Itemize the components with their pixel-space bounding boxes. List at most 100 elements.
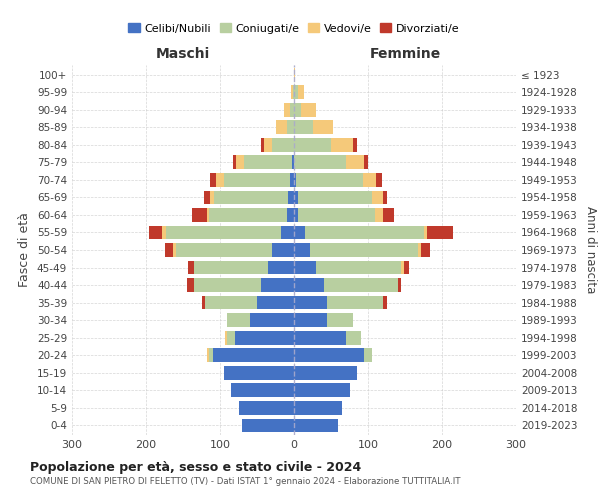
Bar — [383, 296, 386, 310]
Bar — [233, 156, 236, 169]
Bar — [244, 156, 292, 169]
Bar — [310, 243, 418, 257]
Bar — [294, 173, 296, 186]
Bar — [424, 226, 427, 239]
Bar — [294, 156, 346, 169]
Bar — [294, 243, 310, 257]
Bar — [284, 103, 290, 117]
Bar — [346, 156, 364, 169]
Bar — [235, 331, 294, 344]
Y-axis label: Fasce di età: Fasce di età — [19, 212, 31, 288]
Bar — [281, 226, 294, 239]
Bar — [305, 226, 424, 239]
Bar — [331, 138, 353, 151]
Bar — [364, 348, 372, 362]
Bar — [206, 208, 209, 222]
Bar — [313, 120, 333, 134]
Bar — [272, 243, 294, 257]
Bar — [287, 120, 294, 134]
Bar — [383, 208, 394, 222]
Bar — [211, 173, 216, 186]
Bar — [164, 243, 173, 257]
Bar — [272, 138, 294, 151]
Bar — [194, 260, 268, 274]
Bar — [294, 86, 298, 99]
Bar — [294, 208, 298, 222]
Bar — [296, 173, 363, 186]
Bar — [353, 138, 357, 151]
Bar — [188, 260, 194, 274]
Bar — [260, 278, 294, 292]
Bar — [242, 418, 294, 432]
Bar — [149, 226, 162, 239]
Bar — [294, 314, 328, 327]
Bar — [224, 173, 290, 186]
Bar — [211, 190, 214, 204]
Bar — [328, 296, 383, 310]
Bar — [404, 260, 409, 274]
Bar — [293, 86, 294, 99]
Bar — [294, 331, 346, 344]
Bar — [176, 243, 272, 257]
Bar — [294, 190, 298, 204]
Y-axis label: Anni di nascita: Anni di nascita — [584, 206, 597, 294]
Bar — [173, 243, 176, 257]
Bar — [298, 190, 372, 204]
Bar — [209, 348, 212, 362]
Text: Popolazione per età, sesso e stato civile - 2024: Popolazione per età, sesso e stato civil… — [30, 462, 361, 474]
Bar — [298, 208, 376, 222]
Bar — [265, 138, 272, 151]
Bar — [294, 103, 301, 117]
Bar — [227, 331, 235, 344]
Bar — [187, 278, 194, 292]
Bar — [268, 260, 294, 274]
Legend: Celibi/Nubili, Coniugati/e, Vedovi/e, Divorziati/e: Celibi/Nubili, Coniugati/e, Vedovi/e, Di… — [124, 19, 464, 38]
Bar — [214, 190, 288, 204]
Bar — [290, 103, 294, 117]
Bar — [301, 103, 316, 117]
Bar — [294, 366, 357, 380]
Bar — [294, 296, 328, 310]
Bar — [294, 68, 295, 82]
Bar — [294, 260, 316, 274]
Bar — [224, 366, 294, 380]
Bar — [316, 260, 401, 274]
Text: COMUNE DI SAN PIETRO DI FELETTO (TV) - Dati ISTAT 1° gennaio 2024 - Elaborazione: COMUNE DI SAN PIETRO DI FELETTO (TV) - D… — [30, 476, 461, 486]
Bar — [346, 331, 361, 344]
Bar — [231, 384, 294, 397]
Bar — [294, 138, 331, 151]
Bar — [421, 243, 430, 257]
Bar — [288, 190, 294, 204]
Bar — [212, 348, 294, 362]
Bar — [363, 173, 376, 186]
Bar — [291, 86, 293, 99]
Bar — [398, 278, 401, 292]
Bar — [206, 348, 209, 362]
Bar — [166, 226, 281, 239]
Bar — [250, 314, 294, 327]
Bar — [294, 418, 338, 432]
Bar — [205, 296, 257, 310]
Bar — [236, 156, 244, 169]
Bar — [162, 226, 166, 239]
Bar — [290, 173, 294, 186]
Bar — [294, 226, 305, 239]
Bar — [328, 314, 353, 327]
Bar — [257, 296, 294, 310]
Bar — [275, 120, 287, 134]
Text: Maschi: Maschi — [156, 46, 210, 60]
Bar — [216, 173, 224, 186]
Bar — [298, 86, 304, 99]
Bar — [205, 190, 211, 204]
Bar — [294, 384, 349, 397]
Bar — [239, 401, 294, 414]
Bar — [323, 278, 398, 292]
Bar — [225, 331, 227, 344]
Bar — [294, 401, 342, 414]
Bar — [376, 208, 383, 222]
Bar — [260, 138, 265, 151]
Bar — [287, 208, 294, 222]
Bar — [376, 173, 382, 186]
Bar — [192, 208, 206, 222]
Bar — [383, 190, 386, 204]
